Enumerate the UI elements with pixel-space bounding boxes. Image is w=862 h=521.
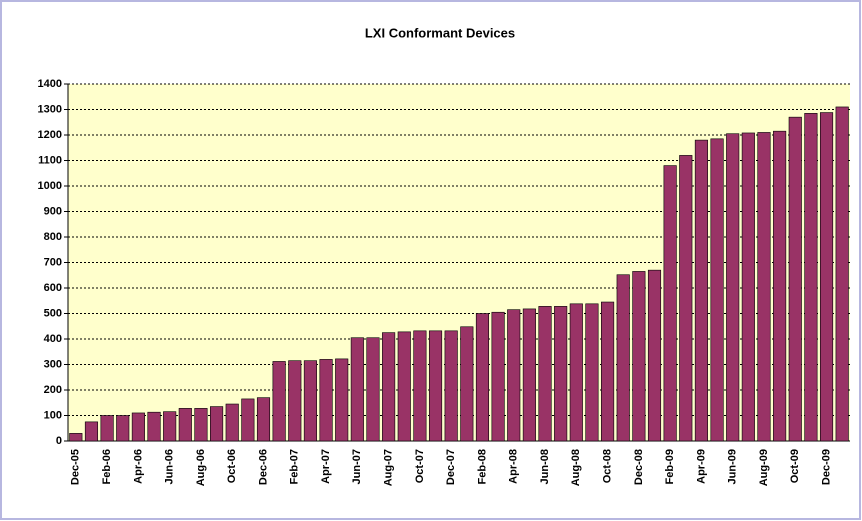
x-tick-label: Jun-08 (539, 449, 551, 484)
bar (69, 433, 83, 442)
x-tick-label: Dec-09 (820, 449, 832, 485)
x-tick-label: Aug-07 (383, 449, 395, 486)
bar (225, 403, 239, 442)
bar (538, 306, 552, 442)
bar (163, 411, 177, 442)
x-tick-label: Dec-07 (445, 449, 457, 485)
bar (428, 330, 443, 442)
bar (256, 397, 271, 442)
bar (272, 361, 286, 442)
bar (507, 309, 521, 442)
bar (475, 313, 490, 442)
bar (569, 303, 583, 442)
bar (585, 303, 599, 442)
x-tick-label: Oct-06 (226, 449, 238, 483)
bar (116, 415, 130, 442)
x-tick-label: Apr-06 (132, 449, 144, 484)
x-tick-label: Oct-08 (601, 449, 613, 483)
bar (382, 332, 396, 442)
bar (835, 106, 849, 442)
bar (210, 406, 224, 442)
bar (710, 138, 724, 442)
x-tick-label: Feb-06 (101, 449, 113, 484)
x-tick-label: Apr-08 (508, 449, 520, 484)
y-tick-label: 0 (56, 435, 62, 447)
x-tick-label: Oct-09 (789, 449, 801, 483)
y-tick-label: 1000 (38, 180, 62, 192)
bar (147, 411, 161, 442)
bar (616, 274, 630, 442)
bar (741, 132, 755, 442)
y-tick-label: 600 (44, 282, 62, 294)
y-tick-label: 1100 (38, 154, 62, 166)
y-tick-label: 1200 (38, 129, 62, 141)
x-tick-label: Aug-09 (758, 449, 770, 486)
bar (757, 132, 771, 442)
x-tick-label: Aug-06 (195, 449, 207, 486)
y-tick-label: 1400 (38, 78, 62, 90)
bar (679, 155, 693, 442)
bar (288, 360, 302, 442)
bar (773, 130, 787, 442)
bar (522, 308, 536, 442)
y-tick-label: 500 (44, 307, 62, 319)
y-tick-label: 1300 (38, 103, 62, 115)
y-tick-label: 700 (44, 256, 62, 268)
bar (647, 269, 662, 442)
x-tick-label: Jun-09 (727, 449, 739, 484)
x-tick-label: Jun-07 (351, 449, 363, 484)
bar (178, 408, 192, 442)
x-tick-label: Feb-09 (664, 449, 676, 484)
bar (632, 271, 646, 442)
bar (335, 358, 349, 442)
bar (601, 301, 615, 442)
y-tick-label: 100 (44, 409, 62, 421)
y-tick-label: 900 (44, 205, 62, 217)
x-tick-label: Apr-09 (695, 449, 707, 484)
bar (319, 359, 333, 442)
bar (84, 421, 99, 442)
bar (694, 139, 708, 442)
bar (804, 113, 818, 442)
bar (303, 360, 317, 442)
x-tick-label: Dec-05 (70, 449, 82, 485)
x-tick-label: Dec-06 (257, 449, 269, 485)
bar (819, 112, 834, 442)
bar (350, 337, 364, 442)
x-tick-label: Feb-08 (476, 449, 488, 484)
bar (788, 116, 802, 442)
bar (131, 412, 145, 442)
bar (397, 331, 411, 442)
y-tick-label: 800 (44, 231, 62, 243)
y-tick-label: 400 (44, 333, 62, 345)
bar (444, 330, 458, 442)
bar (663, 165, 677, 442)
chart-title: LXI Conformant Devices (365, 25, 515, 40)
bar (194, 408, 208, 442)
x-tick-label: Jun-06 (164, 449, 176, 484)
bar (100, 415, 114, 442)
bar (554, 306, 568, 442)
bar (491, 311, 505, 442)
y-tick-label: 300 (44, 358, 62, 370)
x-tick-label: Apr-07 (320, 449, 332, 484)
bar (413, 330, 427, 442)
bar (726, 133, 740, 442)
x-tick-label: Dec-08 (633, 449, 645, 485)
bar (366, 337, 380, 442)
y-tick-label: 200 (44, 384, 62, 396)
x-tick-label: Aug-08 (570, 449, 582, 486)
bar (460, 326, 474, 442)
bar (241, 398, 255, 442)
x-tick-label: Feb-07 (289, 449, 301, 484)
x-tick-label: Oct-07 (414, 449, 426, 483)
